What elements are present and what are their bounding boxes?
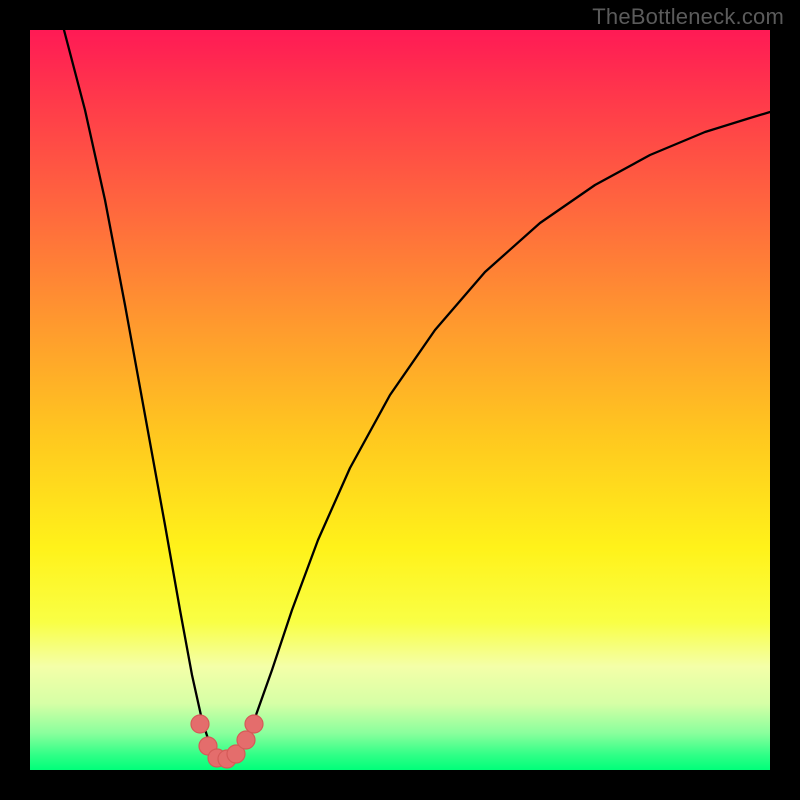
curve-marker (191, 715, 209, 733)
chart-svg (0, 0, 800, 800)
chart-stage: TheBottleneck.com (0, 0, 800, 800)
curve-marker (237, 731, 255, 749)
watermark-text: TheBottleneck.com (592, 4, 784, 30)
curve-marker (245, 715, 263, 733)
plot-background (30, 30, 770, 770)
